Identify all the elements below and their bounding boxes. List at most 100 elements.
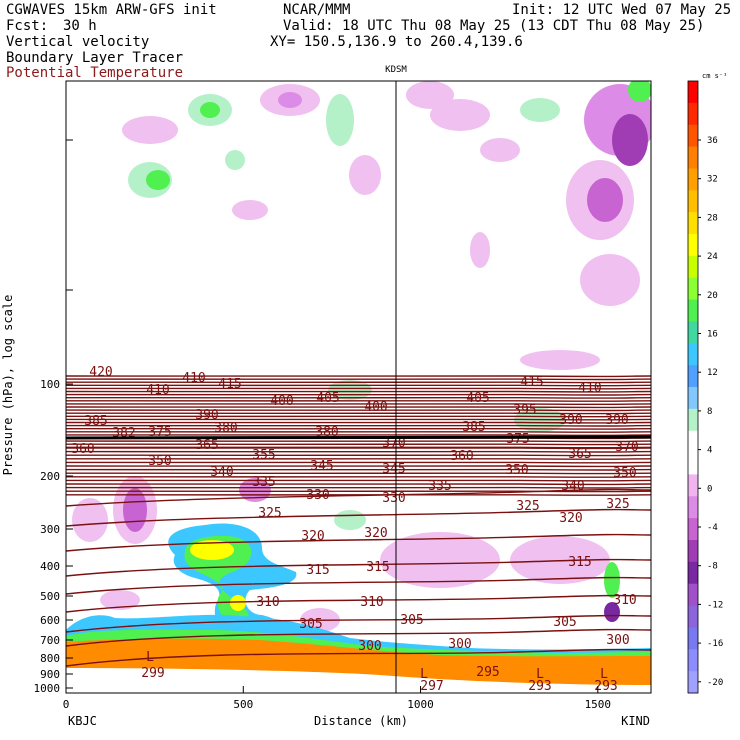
theta-label: 380 <box>214 421 237 436</box>
y-tick-label: 500 <box>40 590 60 603</box>
station-mid-label: KDSM <box>385 65 407 75</box>
theta-label: 300 <box>606 633 629 648</box>
isentrope <box>66 375 651 378</box>
isentrope <box>66 415 651 418</box>
colorbar-swatch <box>688 277 698 301</box>
x-tick-label: 1500 <box>585 698 612 711</box>
isentrope <box>66 396 651 399</box>
isentrope <box>66 393 651 396</box>
velocity-blob <box>380 532 500 588</box>
theta-label: 310 <box>360 595 383 610</box>
isentrope <box>66 412 651 415</box>
velocity-blob <box>520 98 560 122</box>
theta-label: 320 <box>301 529 324 544</box>
isentrope <box>66 468 651 471</box>
theta-label: 320 <box>364 526 387 541</box>
isentrope <box>66 450 651 453</box>
isentrope <box>66 443 651 446</box>
colorbar-swatch <box>688 430 698 454</box>
velocity-blob <box>430 99 490 131</box>
theta-label: 415 <box>520 375 543 390</box>
theta-label: 293 <box>528 679 551 694</box>
colorbar-label: 24 <box>707 252 718 262</box>
theta-label: 375 <box>148 425 171 440</box>
isentrope <box>66 461 651 464</box>
theta-label: 360 <box>71 442 94 457</box>
theta-label: L <box>536 667 544 682</box>
theta-label: 370 <box>382 436 405 451</box>
colorbar-swatch <box>688 561 698 585</box>
velocity-blob <box>146 170 170 190</box>
velocity-blob <box>326 94 354 146</box>
velocity-blob <box>349 155 381 195</box>
theta-label: 325 <box>606 497 629 512</box>
colorbar-label: 36 <box>707 136 718 146</box>
theta-label: 410 <box>578 381 601 396</box>
theta-label: 340 <box>210 465 233 480</box>
colorbar-swatch <box>688 321 698 344</box>
colorbar-label: 16 <box>707 330 718 340</box>
y-tick-label: 300 <box>40 523 60 536</box>
colorbar-swatch <box>688 649 698 672</box>
x-axis-label: Distance (km) <box>314 714 408 728</box>
theta-label: 385 <box>462 420 485 435</box>
theta-label: 410 <box>182 371 205 386</box>
theta-label: 390 <box>605 413 628 428</box>
theta-label: 310 <box>256 595 279 610</box>
colorbar-swatch <box>688 212 698 235</box>
colorbar-label: 28 <box>707 213 718 223</box>
colorbar-units: cm s⁻¹ <box>702 72 727 80</box>
theta-label: 335 <box>252 475 275 490</box>
velocity-blob <box>520 350 600 370</box>
theta-label: 325 <box>516 499 539 514</box>
colorbar-label: -8 <box>707 562 718 572</box>
valid-time: Valid: 18 UTC Thu 08 May 25 (13 CDT Thu … <box>283 18 705 34</box>
isentrope <box>66 409 651 412</box>
updraft-core <box>190 540 234 560</box>
colorbar-label: 0 <box>707 484 712 494</box>
theta-label: 375 <box>506 432 529 447</box>
velocity-blob <box>470 232 490 268</box>
isentrope <box>66 594 651 613</box>
y-tick-label: 100 <box>40 378 60 391</box>
isentrope <box>66 454 651 457</box>
org-label: NCAR/MMM <box>283 2 351 18</box>
forecast-hour: 30 h <box>63 18 97 34</box>
colorbar-label: -4 <box>707 523 718 533</box>
theta-label: 420 <box>89 365 112 380</box>
isentrope <box>66 479 651 482</box>
velocity-blob <box>334 510 366 530</box>
theta-label: 400 <box>364 400 387 415</box>
isentrope <box>66 430 651 433</box>
isentrope <box>66 390 651 393</box>
theta-label: 305 <box>400 613 423 628</box>
theta-label: 330 <box>306 488 329 503</box>
isentrope <box>66 427 651 430</box>
theta-label: L <box>146 650 154 665</box>
isentrope <box>66 402 651 406</box>
x-tick-label: 500 <box>233 698 253 711</box>
terrain <box>66 668 651 693</box>
colorbar-swatch <box>688 387 698 410</box>
colorbar-swatch <box>688 190 698 213</box>
theta-label: 365 <box>568 447 591 462</box>
theta-label: 320 <box>559 511 582 526</box>
velocity-blob <box>604 562 620 598</box>
plot-frame <box>65 80 652 694</box>
isentrope <box>66 488 651 507</box>
isentrope <box>66 475 651 478</box>
theta-label: 305 <box>299 617 322 632</box>
isentrope <box>66 418 651 421</box>
colorbar-frame <box>687 80 699 694</box>
colorbar-label: 12 <box>707 368 718 378</box>
velocity-blob <box>587 178 623 222</box>
theta-label: 405 <box>466 391 489 406</box>
colorbar-swatch <box>688 605 698 628</box>
isentrope <box>66 493 651 496</box>
colorbar-swatch <box>688 583 698 607</box>
theta-label: 300 <box>448 637 471 652</box>
velocity-blob <box>604 602 620 622</box>
theta-label: 350 <box>148 454 171 469</box>
